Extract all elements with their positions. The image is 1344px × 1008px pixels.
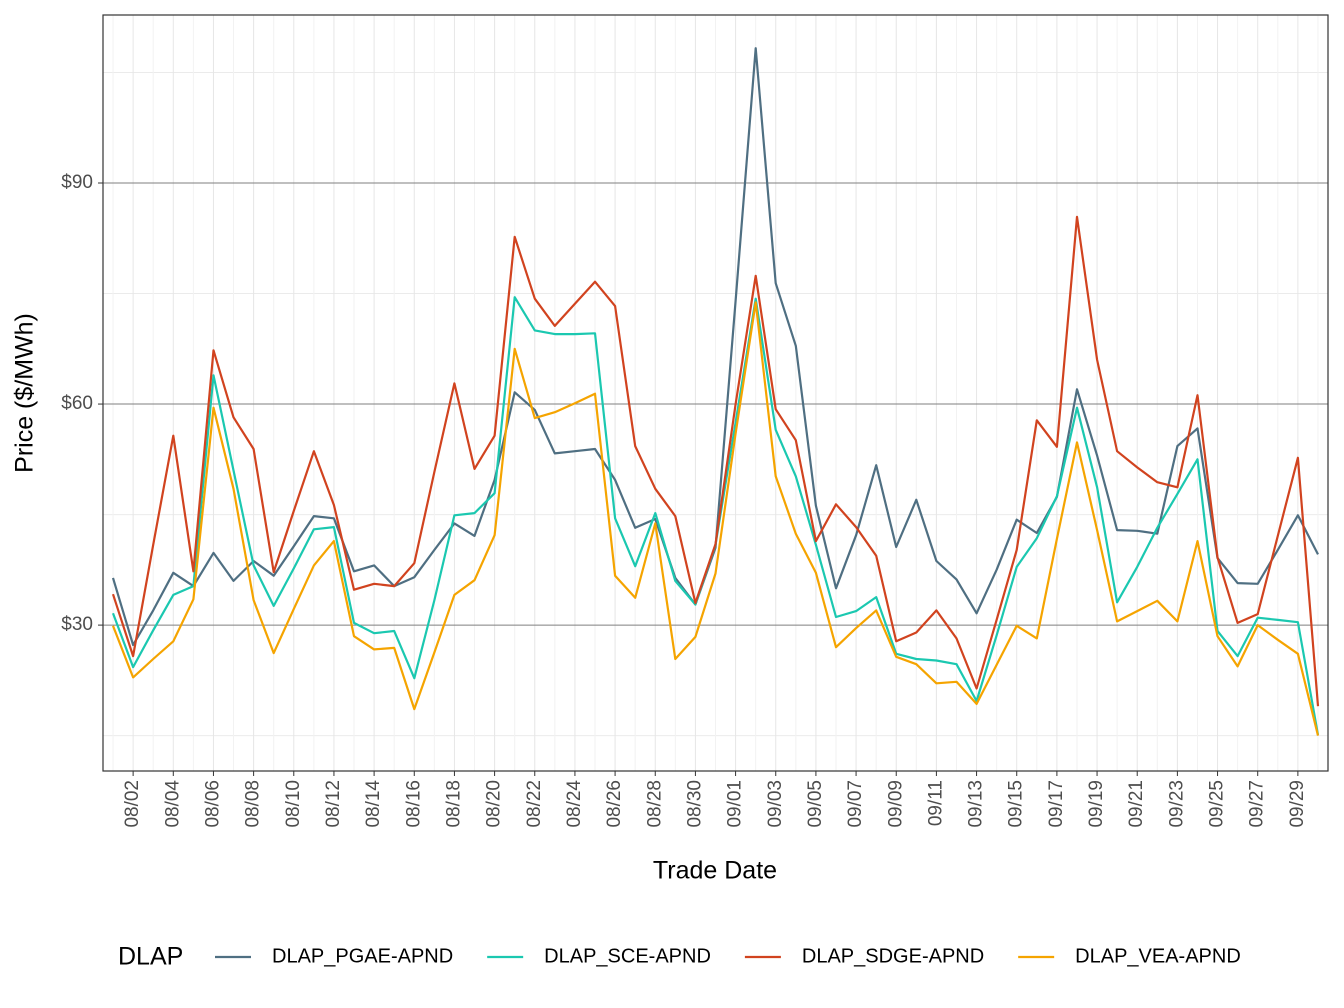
y-tick-label: $60 xyxy=(61,393,93,414)
x-tick-label: 08/24 xyxy=(564,780,585,828)
series-line xyxy=(111,215,1320,707)
legend-label: DLAP_SCE-APND xyxy=(544,945,711,967)
legend-title: DLAP xyxy=(118,943,183,971)
x-tick-label: 08/30 xyxy=(684,780,705,828)
x-tick-label: 08/28 xyxy=(644,780,665,828)
x-tick-label: 09/01 xyxy=(725,780,746,828)
legend-label: DLAP_PGAE-APND xyxy=(272,945,453,967)
x-tick-label: 09/15 xyxy=(1006,780,1027,828)
legend-label: DLAP_SDGE-APND xyxy=(802,945,984,967)
y-tick-label: $30 xyxy=(61,614,93,635)
x-tick-label: 09/11 xyxy=(925,780,946,826)
x-tick-label: 08/16 xyxy=(403,780,424,828)
x-tick-label: 08/18 xyxy=(443,780,464,828)
x-tick-label: 09/27 xyxy=(1247,780,1268,828)
x-tick-label: 09/21 xyxy=(1126,780,1147,828)
series-line xyxy=(111,301,1320,736)
x-tick-label: 08/14 xyxy=(363,780,384,828)
legend-label: DLAP_VEA-APND xyxy=(1075,945,1241,967)
y-axis-title: Price ($/MWh) xyxy=(11,313,39,473)
x-tick-label: 09/07 xyxy=(845,780,866,828)
x-tick-label: 09/05 xyxy=(805,780,826,828)
x-tick-label: 08/02 xyxy=(122,780,143,828)
x-axis-title: Trade Date xyxy=(653,857,777,885)
x-tick-label: 09/09 xyxy=(885,780,906,828)
x-tick-label: 09/23 xyxy=(1166,780,1187,828)
x-tick-label: 08/20 xyxy=(484,780,505,828)
x-tick-label: 08/10 xyxy=(283,780,304,828)
x-tick-label: 09/13 xyxy=(966,780,987,828)
x-tick-label: 09/25 xyxy=(1207,780,1228,828)
x-tick-label: 09/19 xyxy=(1086,780,1107,828)
x-tick-label: 08/12 xyxy=(323,780,344,828)
x-tick-label: 09/17 xyxy=(1046,780,1067,828)
x-tick-label: 08/04 xyxy=(162,780,183,828)
x-tick-label: 09/29 xyxy=(1287,780,1308,828)
x-tick-label: 08/26 xyxy=(604,780,625,828)
plot-border xyxy=(102,14,1329,772)
x-tick-label: 08/08 xyxy=(243,780,264,828)
y-tick-label: $90 xyxy=(61,172,93,193)
x-tick-label: 08/06 xyxy=(202,780,223,828)
x-tick-label: 08/22 xyxy=(524,780,545,828)
x-tick-label: 09/03 xyxy=(765,780,786,828)
